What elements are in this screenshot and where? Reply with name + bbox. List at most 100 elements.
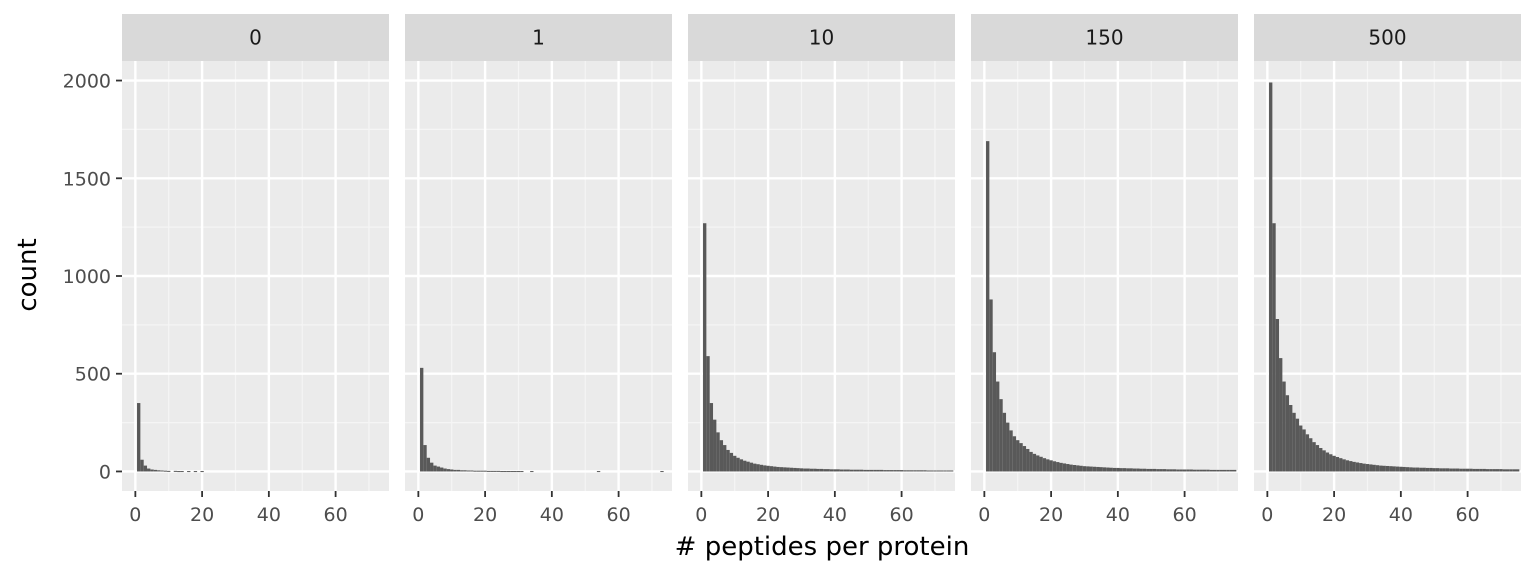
histogram-bar: [909, 470, 914, 472]
x-tick-label: 0: [1261, 504, 1273, 526]
histogram-bar: [1462, 468, 1466, 472]
histogram-bar: [1006, 422, 1010, 472]
histogram-bar: [1206, 469, 1210, 472]
histogram-bar: [520, 471, 524, 473]
histogram-bar: [916, 470, 920, 472]
histogram-bar: [756, 464, 760, 472]
histogram-bar: [1166, 469, 1170, 472]
histogram-bar: [826, 469, 830, 472]
histogram-bar: [796, 468, 800, 472]
histogram-bar: [713, 419, 717, 472]
histogram-bar: [779, 467, 784, 472]
histogram-bar: [1492, 469, 1496, 472]
x-tick-label: 40: [823, 504, 847, 526]
histogram-bar: [1429, 467, 1433, 472]
histogram-bar: [1129, 468, 1133, 472]
histogram-bar: [833, 469, 837, 472]
histogram-bar: [1479, 468, 1483, 472]
histogram-bar: [173, 470, 178, 472]
histogram-bar: [1319, 448, 1323, 472]
histogram-bar: [1432, 468, 1436, 472]
histogram-bar: [1502, 469, 1506, 472]
histogram-bar: [1082, 466, 1087, 472]
histogram-bar: [763, 465, 767, 472]
histogram-bar: [147, 468, 151, 472]
histogram-bar: [813, 468, 817, 472]
histogram-bar: [1032, 453, 1037, 472]
histogram-bar: [200, 471, 204, 473]
histogram-bar: [823, 469, 827, 472]
histogram-bar: [513, 471, 517, 473]
histogram-bar: [1412, 467, 1416, 472]
histogram-bar: [446, 469, 451, 472]
x-tick-label: 60: [324, 504, 348, 526]
histogram-bar: [1112, 467, 1117, 472]
x-axis-1: 0 20 40 60: [412, 491, 631, 526]
histogram-bar: [1122, 468, 1127, 472]
histogram-bar: [1459, 468, 1463, 472]
histogram-bar: [1512, 469, 1516, 472]
facet-strip: [1254, 14, 1521, 61]
histogram-bar: [943, 470, 947, 472]
x-tick-label: 40: [1106, 504, 1130, 526]
histogram-bar: [1109, 467, 1113, 472]
histogram-bar: [1046, 459, 1050, 472]
x-axis-0: 0 20 40 60: [129, 491, 348, 526]
histogram-bar: [1355, 462, 1360, 472]
histogram-bar: [1029, 451, 1033, 472]
histogram-bar: [706, 356, 710, 472]
histogram-bar: [866, 469, 870, 472]
histogram-bar: [889, 470, 894, 472]
histogram-bar: [906, 470, 910, 472]
histogram-bar: [1299, 425, 1303, 472]
histogram-bar: [1495, 469, 1500, 472]
histogram-bar: [1139, 468, 1143, 472]
histogram-bar: [1222, 469, 1227, 472]
histogram-bar: [1069, 464, 1073, 472]
histogram-bar: [929, 470, 934, 472]
facet-strip: [405, 14, 672, 61]
histogram-bar: [1189, 469, 1193, 472]
histogram-bar: [1515, 469, 1520, 472]
histogram-bar: [886, 470, 890, 472]
histogram-bar: [1012, 436, 1017, 472]
histogram-bar: [1066, 464, 1070, 472]
histogram-bar: [1059, 462, 1063, 472]
histogram-bar: [466, 470, 471, 472]
histogram-bar: [1485, 469, 1490, 472]
x-axis-10: 0 20 40 60: [695, 491, 914, 526]
histogram-bar: [1212, 469, 1217, 472]
histogram-bar: [703, 223, 707, 472]
histogram-bar: [1402, 466, 1406, 472]
facet-strip-label: 500: [1368, 26, 1406, 50]
histogram-bar: [729, 452, 734, 472]
histogram-bar: [803, 468, 807, 472]
histogram-bar: [1072, 465, 1077, 472]
histogram-bar: [1505, 469, 1510, 472]
histogram-bars: [986, 141, 1237, 472]
histogram-bar: [1179, 469, 1183, 472]
histogram-bar: [1389, 466, 1393, 472]
histogram-bar: [769, 466, 774, 472]
histogram-bar: [1309, 438, 1313, 472]
x-tick-label: 20: [190, 504, 214, 526]
histogram-bar: [1232, 469, 1237, 472]
histogram-bar: [1279, 358, 1283, 472]
y-tick-label: 2000: [63, 71, 111, 93]
histogram-bar: [1036, 455, 1040, 472]
histogram-bar: [743, 460, 747, 472]
histogram-bar: [876, 469, 880, 472]
histogram-bar: [999, 399, 1003, 472]
histogram-bar: [433, 465, 437, 472]
histogram-bar: [453, 469, 457, 472]
histogram-bar: [736, 457, 740, 472]
histogram-bar: [1452, 468, 1456, 472]
histogram-bar: [143, 465, 148, 472]
histogram-bar: [1372, 464, 1376, 472]
facet-panel-0: 0: [122, 14, 389, 491]
histogram-bar: [500, 471, 504, 473]
histogram-bar: [739, 459, 744, 472]
histogram-bar: [1379, 465, 1383, 472]
histogram-bar: [1079, 465, 1083, 472]
facet-strip-label: 10: [809, 26, 834, 50]
